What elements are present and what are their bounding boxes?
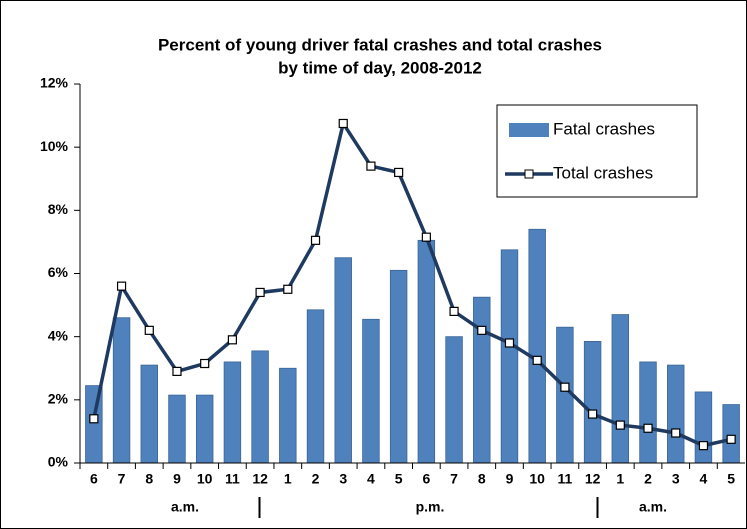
- x-tick-label: 6: [422, 471, 430, 487]
- x-tick-label: 9: [173, 471, 181, 487]
- bar: [500, 249, 519, 464]
- bar: [279, 367, 297, 464]
- period-label: a.m.: [171, 499, 199, 515]
- marker: [366, 161, 376, 171]
- x-tick-label: 3: [339, 471, 347, 487]
- bar: [306, 309, 325, 464]
- x-tick-label: 12: [585, 471, 601, 487]
- x-tick-label: 1: [284, 471, 292, 487]
- x-tick-label: 7: [118, 471, 126, 487]
- marker: [504, 338, 515, 348]
- x-tick-label: 7: [450, 471, 458, 487]
- marker: [449, 306, 459, 316]
- marker: [310, 235, 321, 245]
- marker: [227, 335, 237, 345]
- chart-title: by time of day, 2008-2012: [278, 58, 482, 77]
- x-tick-label: 8: [478, 471, 486, 487]
- x-tick-label: 9: [506, 471, 514, 487]
- marker: [89, 414, 99, 424]
- marker: [477, 325, 487, 335]
- bar: [168, 394, 186, 464]
- legend-swatch: [509, 123, 549, 137]
- legend-label: Total crashes: [553, 163, 653, 182]
- marker: [615, 420, 625, 430]
- bar: [667, 364, 685, 464]
- legend-label: Fatal crashes: [553, 119, 655, 138]
- marker: [144, 325, 154, 335]
- y-tick-label: 4%: [48, 327, 69, 343]
- marker: [643, 423, 653, 433]
- legend-marker: [524, 169, 534, 179]
- y-tick-label: 10%: [40, 138, 69, 154]
- bar: [722, 404, 740, 464]
- y-tick-label: 0%: [48, 454, 69, 470]
- bar: [362, 318, 380, 464]
- marker: [283, 284, 293, 294]
- marker: [560, 382, 570, 392]
- marker: [588, 409, 598, 419]
- legend-box: [496, 104, 698, 198]
- bar: [639, 361, 657, 464]
- x-tick-label: 2: [312, 471, 320, 487]
- x-tick-label: 2: [644, 471, 652, 487]
- line: [92, 119, 732, 448]
- y-tick-label: 12%: [40, 75, 69, 91]
- marker: [726, 434, 736, 444]
- bar: [445, 336, 463, 464]
- period-label: a.m.: [639, 499, 667, 515]
- marker: [394, 167, 404, 178]
- x-tick-label: 3: [672, 471, 680, 487]
- bar: [140, 364, 158, 464]
- x-tick-label: 10: [529, 471, 545, 487]
- bar: [583, 341, 602, 464]
- x-tick-label: 5: [395, 471, 403, 487]
- x-tick-label: 5: [727, 471, 735, 487]
- marker: [116, 281, 127, 291]
- marker: [698, 441, 709, 451]
- chart-title: Percent of young driver fatal crashes an…: [158, 35, 602, 54]
- bar: [334, 257, 352, 464]
- marker: [255, 287, 265, 298]
- x-tick-label: 4: [700, 471, 708, 487]
- bar: [223, 361, 242, 464]
- bar: [694, 391, 713, 464]
- x-tick-label: 8: [145, 471, 153, 487]
- bar: [611, 314, 630, 464]
- x-tick-label: 11: [225, 471, 240, 487]
- bar: [251, 350, 269, 464]
- x-tick-label: 1: [616, 471, 624, 487]
- x-tick-label: 10: [197, 471, 213, 487]
- bar: [112, 317, 131, 464]
- x-tick-label: 4: [367, 471, 375, 487]
- y-tick-label: 6%: [48, 264, 69, 280]
- bar: [528, 228, 546, 464]
- y-tick-label: 2%: [48, 391, 69, 407]
- marker: [532, 355, 542, 365]
- marker: [421, 232, 431, 242]
- bar: [417, 239, 436, 464]
- y-tick-label: 8%: [48, 201, 69, 217]
- marker: [671, 428, 681, 438]
- marker: [200, 358, 210, 369]
- x-tick-label: 12: [252, 471, 268, 487]
- x-tick-label: 11: [557, 471, 572, 487]
- period-label: p.m.: [416, 499, 445, 515]
- bar: [389, 269, 408, 464]
- bar: [195, 394, 214, 464]
- marker: [338, 118, 348, 129]
- x-tick-label: 6: [90, 471, 98, 487]
- marker: [172, 366, 182, 377]
- bar: [473, 296, 491, 464]
